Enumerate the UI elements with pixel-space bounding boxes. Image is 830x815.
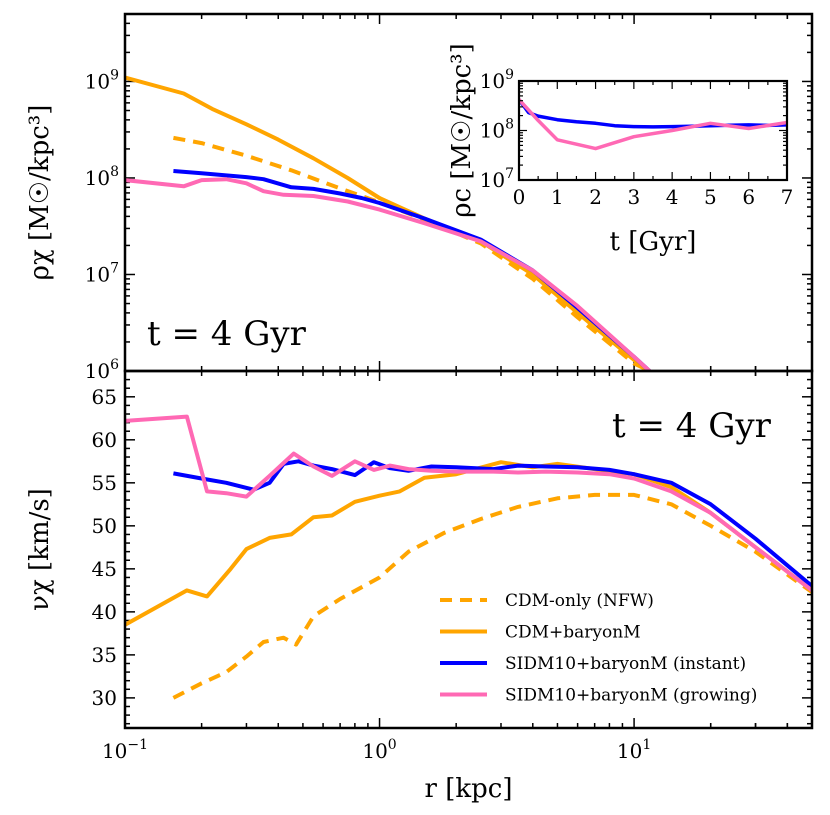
inset-x-tick-label: 5: [704, 185, 717, 209]
inset-x-tick-label: 1: [551, 185, 564, 209]
y-tick-label: 55: [92, 471, 117, 495]
velocity-panel: 30 35 40 45 50 55 60 65 10−1 100 101 t = 4 Gyr: [92, 369, 814, 763]
series-cdm-baryonm: [125, 75, 651, 371]
inset-panel: 0 1 2 3 4 5 6 7 107 108 109 t [Gyr] ρc [M☉/kpc³]: [447, 43, 793, 257]
inset-x-tick-label: 7: [781, 185, 794, 209]
y-tick-label: 108: [85, 164, 119, 190]
inset-x-tick-label: 3: [627, 185, 640, 209]
legend-label: CDM-only (NFW): [505, 591, 654, 611]
y-tick-label: 30: [92, 686, 117, 710]
y-tick-label: 65: [92, 385, 117, 409]
x-axis-label: r [kpc]: [425, 774, 513, 804]
series-sidm10-baryonm-growing: [125, 177, 651, 371]
y-tick-label: 35: [92, 643, 117, 667]
velocity-y-label: νχ [km/s]: [25, 488, 55, 611]
inset-y-tick-label: 108: [480, 117, 514, 143]
series-sidm10-baryonm-growing: [125, 414, 812, 592]
y-tick-label: 60: [92, 428, 117, 452]
x-tick-label: 100: [362, 737, 396, 763]
inset-x-label: t [Gyr]: [610, 227, 697, 257]
inset-x-tick-label: 2: [589, 185, 602, 209]
axis-labels: ρχ [M☉/kpc³] νχ [km/s] r [kpc]: [25, 105, 512, 804]
velocity-frame: [123, 369, 814, 730]
x-tick-label: 101: [617, 737, 651, 763]
series-sidm10-baryonm-instant: [173, 459, 812, 588]
inset-y-label: ρc [M☉/kpc³]: [447, 43, 477, 217]
series-cdm-only-nfw: [172, 492, 812, 700]
y-tick-label: 109: [85, 67, 119, 93]
density-y-label: ρχ [M☉/kpc³]: [25, 105, 55, 281]
inset-x-tick-label: 0: [513, 185, 526, 209]
legend-label: SIDM10+baryonM (instant): [505, 654, 746, 674]
series-sidm10-baryonm-growing: [519, 98, 787, 151]
y-tick-label: 45: [92, 557, 117, 581]
density-time-annotation: t = 4 Gyr: [147, 314, 307, 354]
inset-x-tick-label: 4: [666, 185, 679, 209]
series-sidm10-baryonm-instant: [519, 98, 787, 129]
inset-background: [519, 81, 787, 180]
legend-label: SIDM10+baryonM (growing): [505, 686, 757, 706]
y-tick-label: 107: [85, 260, 119, 286]
inset-x-tick-label: 6: [742, 185, 755, 209]
legend-label: CDM+baryonM: [505, 623, 641, 643]
y-tick-label: 50: [92, 514, 117, 538]
inset-y-tick-label: 107: [480, 166, 514, 192]
velocity-time-annotation: t = 4 Gyr: [612, 406, 772, 446]
inset-frame: [517, 79, 789, 182]
inset-y-tick-label: 109: [480, 67, 514, 93]
y-tick-label: 40: [92, 600, 117, 624]
y-tick-label: 106: [85, 357, 119, 383]
legend: CDM-only (NFW) CDM+baryonM SIDM10+baryonM …: [440, 591, 757, 706]
x-tick-label: 10−1: [102, 737, 148, 763]
